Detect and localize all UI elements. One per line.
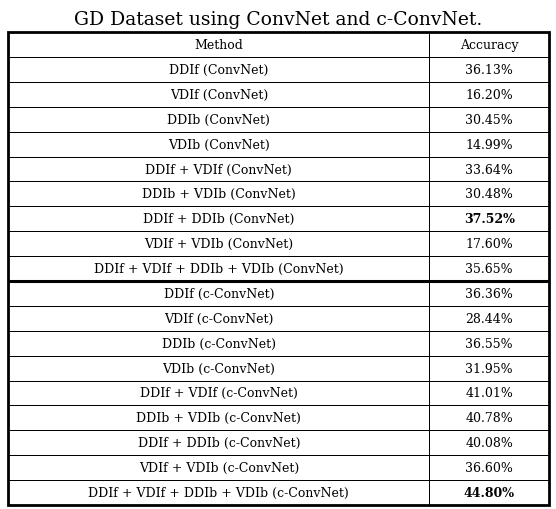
- Bar: [8, 83, 429, 107]
- Text: 30.45%: 30.45%: [465, 114, 513, 127]
- Bar: [8, 182, 429, 207]
- Bar: [429, 257, 549, 281]
- Text: 36.13%: 36.13%: [465, 64, 513, 77]
- Text: 36.60%: 36.60%: [465, 461, 513, 474]
- Text: DDIb + VDIb (c-ConvNet): DDIb + VDIb (c-ConvNet): [136, 411, 301, 425]
- Bar: [429, 281, 549, 306]
- Text: 28.44%: 28.44%: [465, 312, 513, 325]
- Bar: [8, 281, 429, 306]
- Bar: [429, 356, 549, 381]
- Text: 37.52%: 37.52%: [464, 213, 515, 226]
- Text: 14.99%: 14.99%: [465, 138, 513, 151]
- Bar: [429, 406, 549, 431]
- Text: 44.80%: 44.80%: [464, 486, 515, 499]
- Bar: [8, 257, 429, 281]
- Text: DDIf + DDIb (c-ConvNet): DDIf + DDIb (c-ConvNet): [137, 436, 300, 449]
- Text: GD Dataset using ConvNet and c-ConvNet.: GD Dataset using ConvNet and c-ConvNet.: [74, 11, 482, 29]
- Text: Method: Method: [195, 39, 243, 52]
- Text: DDIf (ConvNet): DDIf (ConvNet): [169, 64, 269, 77]
- Text: VDIb (ConvNet): VDIb (ConvNet): [168, 138, 270, 151]
- Text: 40.78%: 40.78%: [465, 411, 513, 425]
- Bar: [429, 132, 549, 157]
- Bar: [8, 455, 429, 480]
- Bar: [429, 455, 549, 480]
- Text: 16.20%: 16.20%: [465, 89, 513, 102]
- Text: 33.64%: 33.64%: [465, 163, 513, 176]
- Bar: [8, 132, 429, 157]
- Text: 35.65%: 35.65%: [465, 263, 513, 275]
- Bar: [429, 331, 549, 356]
- Bar: [429, 306, 549, 331]
- Bar: [429, 157, 549, 182]
- Text: Accuracy: Accuracy: [460, 39, 519, 52]
- Bar: [429, 83, 549, 107]
- Text: 17.60%: 17.60%: [465, 238, 513, 250]
- Bar: [429, 58, 549, 83]
- Bar: [429, 182, 549, 207]
- Bar: [429, 480, 549, 505]
- Bar: [8, 331, 429, 356]
- Bar: [429, 431, 549, 455]
- Text: DDIb + VDIb (ConvNet): DDIb + VDIb (ConvNet): [142, 188, 296, 201]
- Text: 40.08%: 40.08%: [465, 436, 513, 449]
- Bar: [429, 381, 549, 406]
- Text: VDIb (c-ConvNet): VDIb (c-ConvNet): [162, 362, 275, 375]
- Bar: [429, 33, 549, 58]
- Bar: [8, 406, 429, 431]
- Bar: [8, 207, 429, 232]
- Text: DDIf (c-ConvNet): DDIf (c-ConvNet): [163, 288, 274, 300]
- Text: 30.48%: 30.48%: [465, 188, 513, 201]
- Bar: [8, 356, 429, 381]
- Bar: [8, 33, 429, 58]
- Bar: [8, 232, 429, 257]
- Text: DDIb (ConvNet): DDIb (ConvNet): [167, 114, 270, 127]
- Bar: [8, 107, 429, 132]
- Bar: [8, 58, 429, 83]
- Text: 36.36%: 36.36%: [465, 288, 513, 300]
- Text: 36.55%: 36.55%: [465, 337, 513, 350]
- Text: VDIf + VDIb (ConvNet): VDIf + VDIb (ConvNet): [144, 238, 294, 250]
- Text: DDIf + VDIf + DDIb + VDIb (ConvNet): DDIf + VDIf + DDIb + VDIb (ConvNet): [94, 263, 344, 275]
- Text: VDIf (c-ConvNet): VDIf (c-ConvNet): [164, 312, 274, 325]
- Text: DDIf + VDIf (ConvNet): DDIf + VDIf (ConvNet): [146, 163, 292, 176]
- Bar: [8, 306, 429, 331]
- Text: DDIb (c-ConvNet): DDIb (c-ConvNet): [162, 337, 276, 350]
- Text: VDIf + VDIb (c-ConvNet): VDIf + VDIb (c-ConvNet): [138, 461, 299, 474]
- Text: 41.01%: 41.01%: [465, 387, 513, 400]
- Bar: [429, 207, 549, 232]
- Bar: [429, 232, 549, 257]
- Text: DDIf + VDIf (c-ConvNet): DDIf + VDIf (c-ConvNet): [140, 387, 297, 400]
- Bar: [8, 431, 429, 455]
- Bar: [8, 480, 429, 505]
- Bar: [8, 381, 429, 406]
- Text: VDIf (ConvNet): VDIf (ConvNet): [170, 89, 268, 102]
- Bar: [8, 157, 429, 182]
- Text: 31.95%: 31.95%: [465, 362, 513, 375]
- Text: DDIf + DDIb (ConvNet): DDIf + DDIb (ConvNet): [143, 213, 295, 226]
- Text: DDIf + VDIf + DDIb + VDIb (c-ConvNet): DDIf + VDIf + DDIb + VDIb (c-ConvNet): [88, 486, 349, 499]
- Bar: [429, 107, 549, 132]
